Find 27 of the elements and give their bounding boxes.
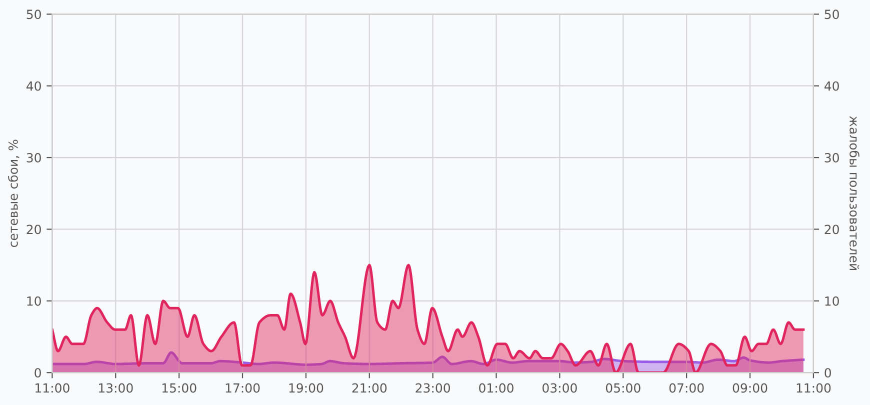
x-tick-label: 05:00 <box>606 383 640 393</box>
y2-tick-label: 0 <box>824 368 831 378</box>
y-axis-title: сетевые сбои, % <box>8 140 20 248</box>
y-tick-label: 40 <box>26 81 41 91</box>
y2-axis-title: жалобы пользователей <box>850 116 860 270</box>
x-tick-label: 23:00 <box>416 383 450 393</box>
x-tick-label: 11:00 <box>36 383 70 393</box>
y2-tick-label: 10 <box>825 296 839 306</box>
y-tick-label: 50 <box>26 10 41 20</box>
y2-tick-label: 40 <box>824 81 839 91</box>
x-tick-label: 03:00 <box>542 383 577 393</box>
y2-tick-label: 50 <box>824 10 839 20</box>
x-tick-label: 01:00 <box>479 383 514 393</box>
x-tick-label: 17:00 <box>226 383 260 393</box>
y-tick-label: 10 <box>27 296 41 306</box>
y2-tick-label: 20 <box>824 224 839 234</box>
x-tick-label: 19:00 <box>289 383 324 393</box>
y2-tick-label: 30 <box>824 153 839 162</box>
x-tick-label: 21:00 <box>352 383 387 393</box>
x-tick-label: 07:00 <box>669 383 704 393</box>
y-tick-label: 30 <box>26 153 41 162</box>
x-tick-label: 15:00 <box>162 383 196 393</box>
x-tick-label: 13:00 <box>99 383 133 393</box>
y-tick-label: 0 <box>34 368 41 378</box>
y-tick-label: 20 <box>26 224 41 234</box>
x-tick-label: 09:00 <box>732 383 768 393</box>
x-tick-label: 11:00 <box>796 383 831 393</box>
